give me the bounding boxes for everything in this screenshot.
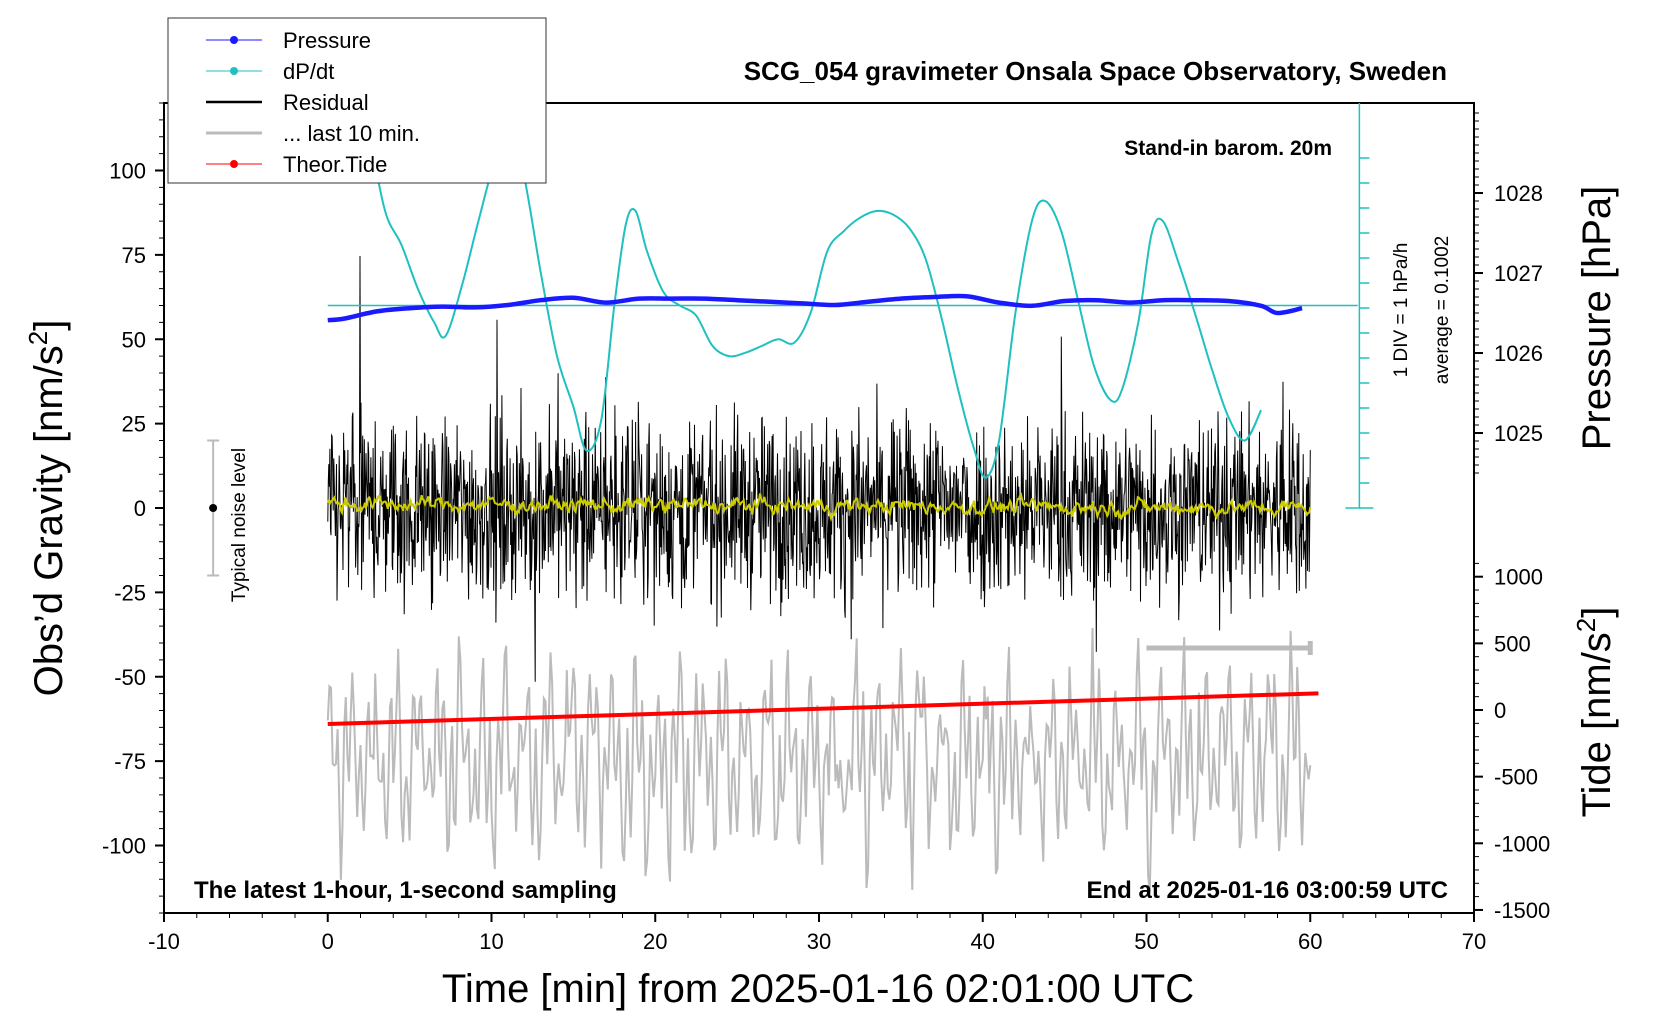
stand-in-annotation: Stand-in barom. 20m: [1124, 137, 1332, 160]
legend-marker: [230, 67, 238, 75]
legend-label: Residual: [283, 90, 369, 115]
tide-tick-label: 1000: [1494, 565, 1543, 590]
y-tick-label: 50: [122, 327, 146, 352]
y-axis-title-gravity-sup: 2: [23, 331, 53, 345]
x-tick-label: 30: [807, 929, 831, 954]
x-axis-title: Time [min] from 2025-01-16 02:01:00 UTC: [442, 967, 1194, 1011]
legend-label: ... last 10 min.: [283, 121, 420, 146]
legend-label: Pressure: [283, 28, 371, 53]
x-tick-label: 50: [1134, 929, 1158, 954]
y-axis-title-gravity-close: ]: [27, 320, 71, 331]
y-axis-title-tide-text: Tide [nm/s: [1575, 632, 1619, 817]
residual-trace: [327, 255, 1311, 682]
tide-tick-label: -1500: [1494, 898, 1550, 923]
x-tick-label: 20: [643, 929, 667, 954]
legend-label: dP/dt: [283, 59, 334, 84]
legend-marker: [230, 36, 238, 44]
div-annotation: 1 DIV = 1 hPa/h: [1391, 243, 1412, 378]
legend-label: Theor.Tide: [283, 152, 387, 177]
y-tick-label: -100: [102, 834, 146, 859]
legend-box: [167, 17, 547, 184]
y-axis-title-gravity: Obs’d Gravity [nm/s2]: [23, 320, 71, 697]
y-tick-label: 75: [122, 243, 146, 268]
pressure-tick-label: 1027: [1494, 261, 1543, 286]
last10-trace: [326, 627, 1312, 893]
pressure-tick-label: 1028: [1494, 181, 1543, 206]
y-tick-label: 25: [122, 412, 146, 437]
y-tick-label: 0: [134, 496, 146, 521]
pressure-tick-label: 1026: [1494, 341, 1543, 366]
x-tick-label: 70: [1462, 929, 1486, 954]
average-annotation: average = 0.1002: [1432, 236, 1453, 384]
pressure-trace: [327, 293, 1303, 323]
noise-level-dot: [209, 504, 218, 512]
legend: Pressure dP/dt Residual ... last 10 min. The…: [167, 17, 547, 184]
y-axis-title-tide: Tide [nm/s2]: [1571, 607, 1619, 818]
y-tick-label: 100: [109, 159, 146, 184]
y-tick-label: -75: [114, 749, 146, 774]
y-axis-title-tide-sup: 2: [1571, 618, 1601, 632]
noise-annotation: Typical noise level: [229, 448, 250, 602]
y-axis-title-tide-close: ]: [1575, 607, 1619, 618]
y-tick-label: -25: [114, 580, 146, 605]
tide-tick-label: -1000: [1494, 831, 1550, 856]
series-layer: [207, 125, 1358, 893]
tide-tick-label: 0: [1494, 698, 1506, 723]
y-axis-title-pressure: Pressure [hPa]: [1575, 186, 1619, 451]
axis-ticks: -10 0 10 20 30 40 50 60 70-100-75-50-25025507510…: [102, 102, 1550, 954]
tide-tick-label: -500: [1494, 765, 1538, 790]
x-tick-label: 10: [479, 929, 503, 954]
x-tick-label: -10: [148, 929, 180, 954]
residual-smoothed-trace: [326, 492, 1312, 523]
x-tick-label: 40: [971, 929, 995, 954]
x-tick-label: 60: [1298, 929, 1322, 954]
y-axis-title-gravity-text: Obs’d Gravity [nm/s: [27, 345, 71, 696]
tide-trace: [327, 691, 1319, 726]
x-tick-label: 0: [322, 929, 334, 954]
pressure-tick-label: 1025: [1494, 421, 1543, 446]
y-tick-label: -50: [114, 665, 146, 690]
legend-marker: [230, 160, 238, 168]
chart-title: SCG_054 gravimeter Onsala Space Observat…: [744, 56, 1447, 86]
end-at-annotation: End at 2025-01-16 03:00:59 UTC: [1087, 877, 1449, 904]
latest-annotation: The latest 1-hour, 1-second sampling: [194, 877, 617, 904]
tide-tick-label: 500: [1494, 631, 1531, 656]
